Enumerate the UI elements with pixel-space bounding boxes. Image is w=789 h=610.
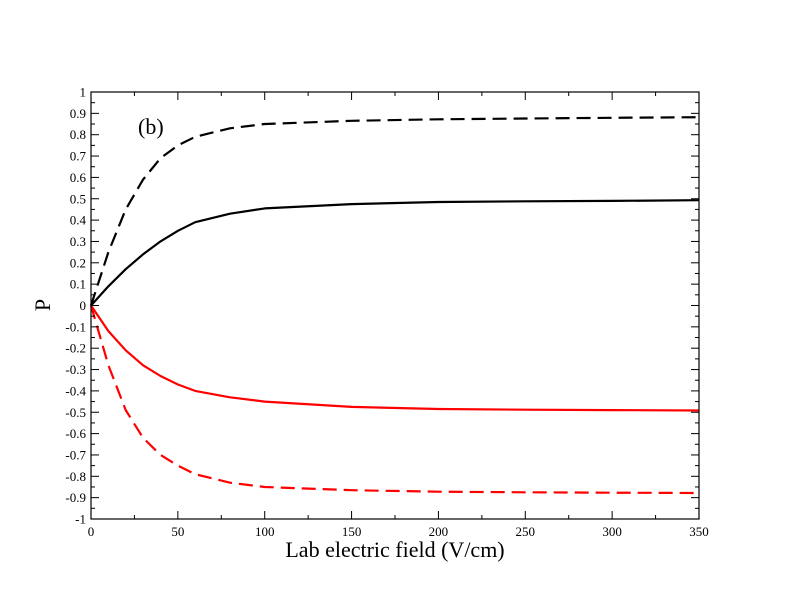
y-tick-label: -0.4 <box>65 383 86 398</box>
series-line-red-solid <box>90 304 700 412</box>
plot-frame <box>90 91 700 520</box>
y-tick-label: -0.1 <box>65 319 86 334</box>
y-tick-label: 0.9 <box>70 106 86 121</box>
x-axis-title: Lab electric field (V/cm) <box>285 537 504 562</box>
y-tick-label: -0.6 <box>65 426 86 441</box>
x-tick-label: 150 <box>342 524 362 539</box>
y-tick-label: -0.8 <box>65 469 86 484</box>
ticks-layer: 0 50 100 150 200 250 300 350 -1 -0.9 -0.8 -0.7 -0.6 -… <box>65 85 708 540</box>
y-tick-label: 0.4 <box>70 213 87 228</box>
y-tick-label: -0.2 <box>65 341 86 356</box>
y-tick-label: 0 <box>80 298 87 313</box>
y-tick-label: -0.3 <box>65 362 86 377</box>
x-tick-label: 50 <box>171 524 184 539</box>
x-tick-label: 100 <box>255 524 275 539</box>
y-tick-label: -0.5 <box>65 405 86 420</box>
y-tick-label: 0.1 <box>70 277 86 292</box>
y-tick-label: 0.6 <box>70 170 87 185</box>
y-tick-label: 0.5 <box>70 191 86 206</box>
y-axis-title: P <box>30 299 55 311</box>
series-layer <box>89 116 700 495</box>
y-tick-label: 1 <box>80 85 87 100</box>
y-tick-label: 0.3 <box>70 234 86 249</box>
y-tick-label: -0.7 <box>65 447 86 462</box>
series-line-red-dashed <box>89 305 700 495</box>
x-tick-label: 300 <box>602 524 622 539</box>
series-line-black-dashed <box>89 116 700 306</box>
x-tick-label: 250 <box>516 524 536 539</box>
y-tick-label: 0.7 <box>70 149 87 164</box>
y-tick-label: -1 <box>75 512 86 527</box>
x-tick-label: 350 <box>689 524 709 539</box>
series-line-black-solid <box>90 199 700 307</box>
y-tick-label: -0.9 <box>65 490 86 505</box>
y-tick-label: 0.8 <box>70 127 86 142</box>
x-tick-label: 200 <box>429 524 449 539</box>
y-tick-label: 0.2 <box>70 255 86 270</box>
x-tick-label: 0 <box>88 524 95 539</box>
panel-label: (b) <box>138 114 164 139</box>
